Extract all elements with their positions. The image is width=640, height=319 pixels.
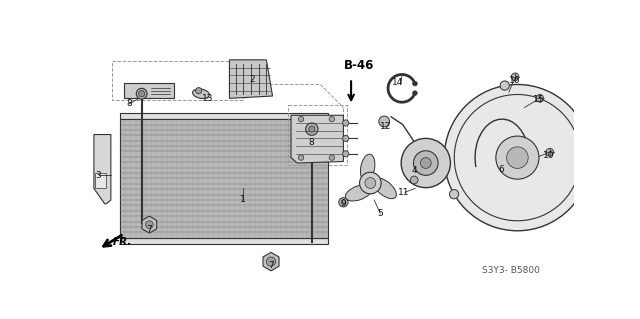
Text: 5: 5 [378, 209, 383, 218]
Circle shape [136, 88, 147, 99]
Text: 14: 14 [392, 78, 403, 87]
Circle shape [298, 155, 304, 160]
Circle shape [308, 126, 315, 132]
Circle shape [500, 81, 509, 90]
Polygon shape [95, 173, 106, 189]
Circle shape [401, 138, 451, 188]
Polygon shape [142, 216, 157, 233]
Text: 16: 16 [509, 76, 521, 85]
Circle shape [306, 123, 318, 135]
Polygon shape [124, 83, 174, 98]
Circle shape [342, 120, 349, 126]
Circle shape [329, 116, 335, 122]
Text: B-46: B-46 [344, 59, 374, 72]
Circle shape [444, 85, 591, 231]
Text: 9: 9 [340, 199, 346, 208]
Circle shape [507, 147, 528, 168]
Circle shape [298, 116, 304, 122]
Circle shape [329, 155, 335, 160]
Circle shape [413, 151, 438, 175]
Circle shape [196, 87, 202, 94]
Bar [120, 238, 328, 244]
Text: 11: 11 [397, 188, 409, 197]
Circle shape [145, 221, 153, 228]
Text: 3: 3 [95, 171, 101, 180]
Polygon shape [263, 252, 279, 271]
Text: S3Y3- B5800: S3Y3- B5800 [482, 266, 540, 275]
Circle shape [360, 172, 381, 194]
Text: 6: 6 [499, 165, 504, 174]
Text: 4: 4 [412, 166, 417, 175]
Circle shape [341, 200, 346, 204]
Circle shape [576, 189, 586, 199]
Ellipse shape [373, 178, 396, 199]
Circle shape [410, 176, 418, 184]
Circle shape [546, 148, 554, 156]
Bar [120, 113, 328, 119]
Circle shape [449, 189, 459, 199]
Text: 8: 8 [127, 99, 132, 108]
Bar [120, 119, 328, 238]
Text: 2: 2 [250, 75, 255, 84]
Circle shape [413, 91, 417, 95]
Polygon shape [291, 115, 344, 163]
Circle shape [139, 91, 145, 97]
Text: 7: 7 [268, 261, 274, 270]
Text: 7: 7 [147, 225, 152, 234]
Text: 13: 13 [202, 94, 214, 103]
Circle shape [339, 198, 348, 207]
Ellipse shape [346, 185, 372, 201]
Text: 15: 15 [532, 95, 544, 104]
Circle shape [420, 158, 431, 168]
Circle shape [413, 81, 417, 86]
Circle shape [342, 151, 349, 157]
Polygon shape [230, 60, 273, 98]
Text: 12: 12 [380, 122, 392, 131]
Polygon shape [94, 135, 111, 204]
Circle shape [365, 178, 376, 189]
Text: 10: 10 [543, 151, 554, 160]
Text: 1: 1 [241, 196, 246, 204]
Text: 8: 8 [308, 138, 314, 147]
Text: FR.: FR. [113, 237, 132, 247]
Circle shape [496, 136, 539, 179]
Circle shape [379, 116, 390, 127]
Circle shape [266, 257, 276, 266]
Circle shape [511, 73, 519, 81]
Circle shape [342, 135, 349, 141]
Ellipse shape [360, 154, 375, 182]
Ellipse shape [193, 89, 209, 99]
Circle shape [536, 94, 543, 102]
